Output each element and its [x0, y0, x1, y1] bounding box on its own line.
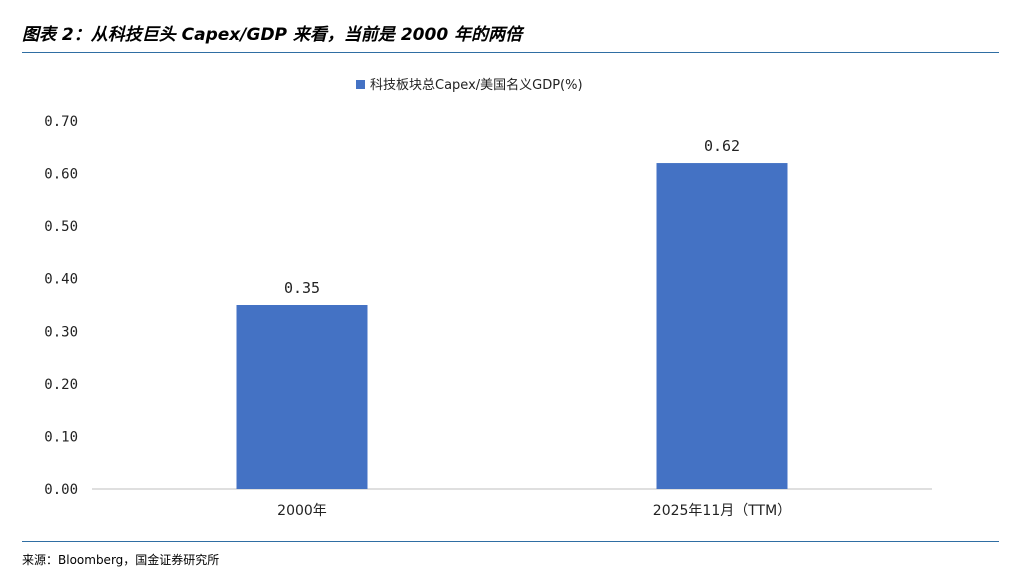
bar-chart: 科技板块总Capex/美国名义GDP(%) 0.00 0.10 0.20 0.30 0.4… — [44, 77, 932, 519]
bar — [236, 305, 368, 489]
data-label: 0.62 — [704, 137, 740, 155]
y-tick-label: 0.20 — [44, 377, 78, 393]
source-note: 来源：Bloomberg，国金证券研究所 — [22, 553, 220, 567]
footer-divider — [22, 541, 999, 542]
legend-label: 科技板块总Capex/美国名义GDP(%) — [370, 77, 583, 93]
legend-swatch — [356, 80, 365, 89]
x-category-label: 2000年 — [277, 503, 327, 519]
y-tick-label: 0.50 — [44, 219, 78, 235]
y-tick-label: 0.00 — [44, 482, 78, 498]
y-tick-label: 0.40 — [44, 272, 78, 288]
y-tick-label: 0.70 — [44, 114, 78, 130]
y-tick-label: 0.30 — [44, 324, 78, 340]
y-tick-label: 0.60 — [44, 167, 78, 183]
figure-title: 图表 2：从科技巨头 Capex/GDP 来看，当前是 2000 年的两倍 — [22, 25, 523, 45]
y-tick-label: 0.10 — [44, 429, 78, 445]
bar — [656, 163, 788, 490]
x-category-label: 2025年11月（TTM） — [653, 503, 791, 519]
data-label: 0.35 — [284, 279, 320, 297]
title-divider — [22, 52, 999, 53]
